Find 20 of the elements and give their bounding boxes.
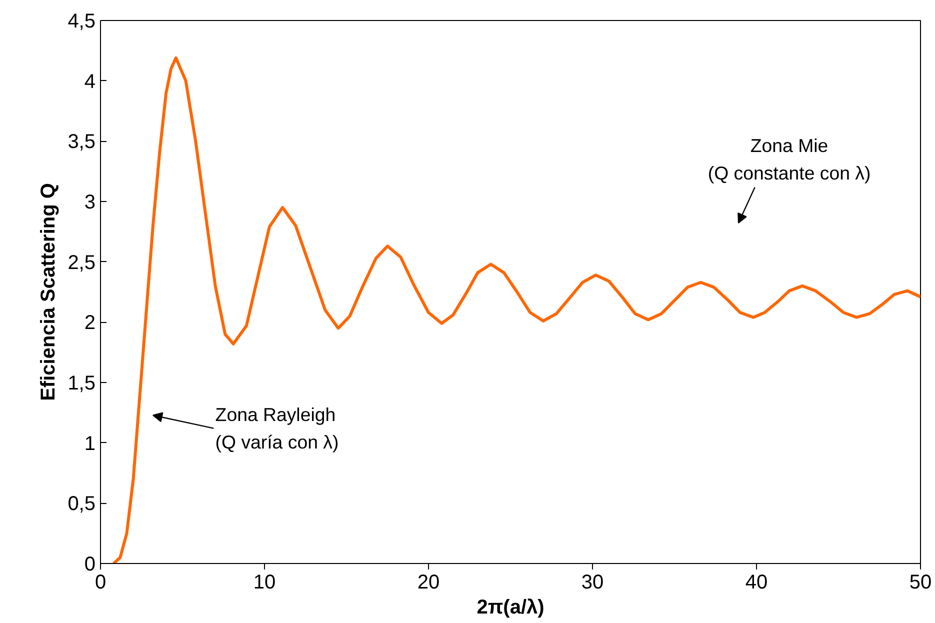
annotation: Zona Rayleigh (Q varía con λ) xyxy=(215,404,339,452)
y-tick-label: 4,5 xyxy=(68,10,96,32)
y-tick-label: 0 xyxy=(84,554,96,576)
line-series xyxy=(112,56,920,564)
y-tick-label: 2,5 xyxy=(68,252,96,274)
y-tick-label: 2 xyxy=(84,312,96,334)
y-tick-label: 3 xyxy=(84,192,96,214)
y-tick-label: 3,5 xyxy=(68,131,96,154)
x-axis-title: 2π(a/λ) xyxy=(476,596,544,618)
x-tick-label: 20 xyxy=(417,572,440,594)
x-tick-label: 50 xyxy=(909,572,932,594)
x-tick-label: 30 xyxy=(581,572,604,594)
x-tick-label: 40 xyxy=(745,572,768,594)
annotation: Zona Mie (Q constante con λ) xyxy=(708,135,871,184)
x-tick-label: 10 xyxy=(253,572,276,594)
y-axis-title: Eficiencia Scattering Q xyxy=(38,183,60,401)
y-tick-label: 4 xyxy=(84,70,96,93)
y-tick-label: 1 xyxy=(84,432,96,455)
y-tick-label: 0,5 xyxy=(68,493,96,516)
y-tick-label: 1,5 xyxy=(68,372,96,394)
